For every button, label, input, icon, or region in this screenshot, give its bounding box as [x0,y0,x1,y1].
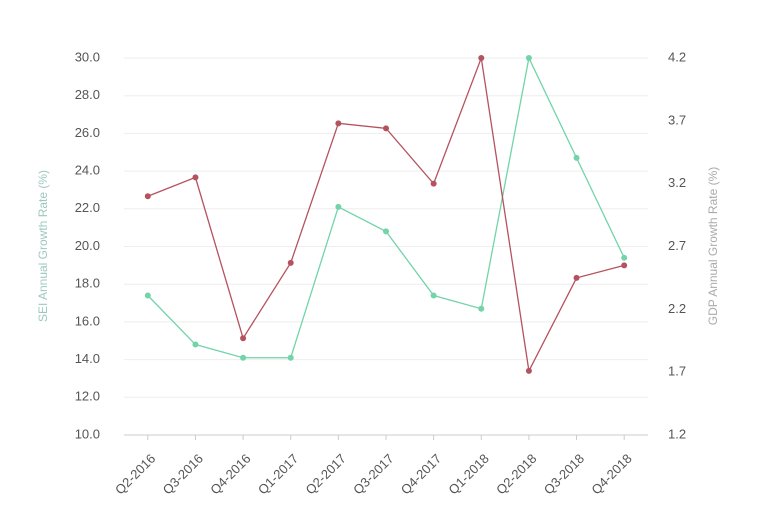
y-tick-label: 12.0 [75,389,100,404]
y-tick-label: 20.0 [75,238,100,253]
data-point [335,203,342,210]
y2-tick-label: 1.2 [668,426,686,441]
y2-tick-label: 4.2 [668,49,686,64]
data-point [144,193,151,200]
data-point [621,254,628,261]
data-point [430,292,437,299]
y2-tick-label: 1.7 [668,364,686,379]
y-axis-title: SEI Annual Growth Rate (%) [36,170,50,322]
y-tick-label: 22.0 [75,200,100,215]
y-tick-label: 14.0 [75,351,100,366]
x-tick-label: Q4-2017 [398,451,444,497]
data-point [240,354,247,361]
data-point [287,259,294,266]
data-point [430,180,437,187]
data-point [573,274,580,281]
x-tick-label: Q1-2017 [255,451,301,497]
x-tick-label: Q4-2018 [588,451,634,497]
data-point [192,341,199,348]
series-line [147,55,625,373]
data-point [525,367,532,374]
x-tick-label: Q3-2016 [160,451,206,497]
y2-tick-label: 2.7 [668,238,686,253]
series-line [147,55,625,359]
data-point [478,55,485,61]
x-tick-label: Q3-2018 [541,451,587,497]
data-point [287,354,294,361]
y-tick-label: 10.0 [75,426,100,441]
x-tick-label: Q2-2016 [112,451,158,497]
data-point [478,305,485,312]
data-point [335,120,342,127]
y-tick-label: 30.0 [75,49,100,64]
y-tick-label: 18.0 [75,276,100,291]
data-point [192,174,199,181]
data-point [621,262,628,269]
y-tick-label: 16.0 [75,313,100,328]
data-point [383,228,389,235]
y2-tick-label: 2.2 [668,301,686,316]
data-point [573,154,580,161]
x-tick-label: Q2-2018 [493,451,539,497]
x-tick-label: Q3-2017 [350,451,396,497]
data-point [525,55,532,61]
y2-tick-label: 3.2 [668,175,686,190]
x-tick-label: Q4-2016 [207,451,253,497]
x-tick-label: Q2-2017 [303,451,349,497]
data-point [240,335,247,342]
data-point [144,292,151,299]
y-tick-label: 24.0 [75,163,100,178]
data-point [383,125,389,132]
x-tick-label: Q1-2018 [445,451,491,497]
y-tick-label: 28.0 [75,87,100,102]
y2-tick-label: 3.7 [668,112,686,127]
y2-axis-title: GDP Annual Growth Rate (%) [706,167,720,326]
y-tick-label: 26.0 [75,125,100,140]
